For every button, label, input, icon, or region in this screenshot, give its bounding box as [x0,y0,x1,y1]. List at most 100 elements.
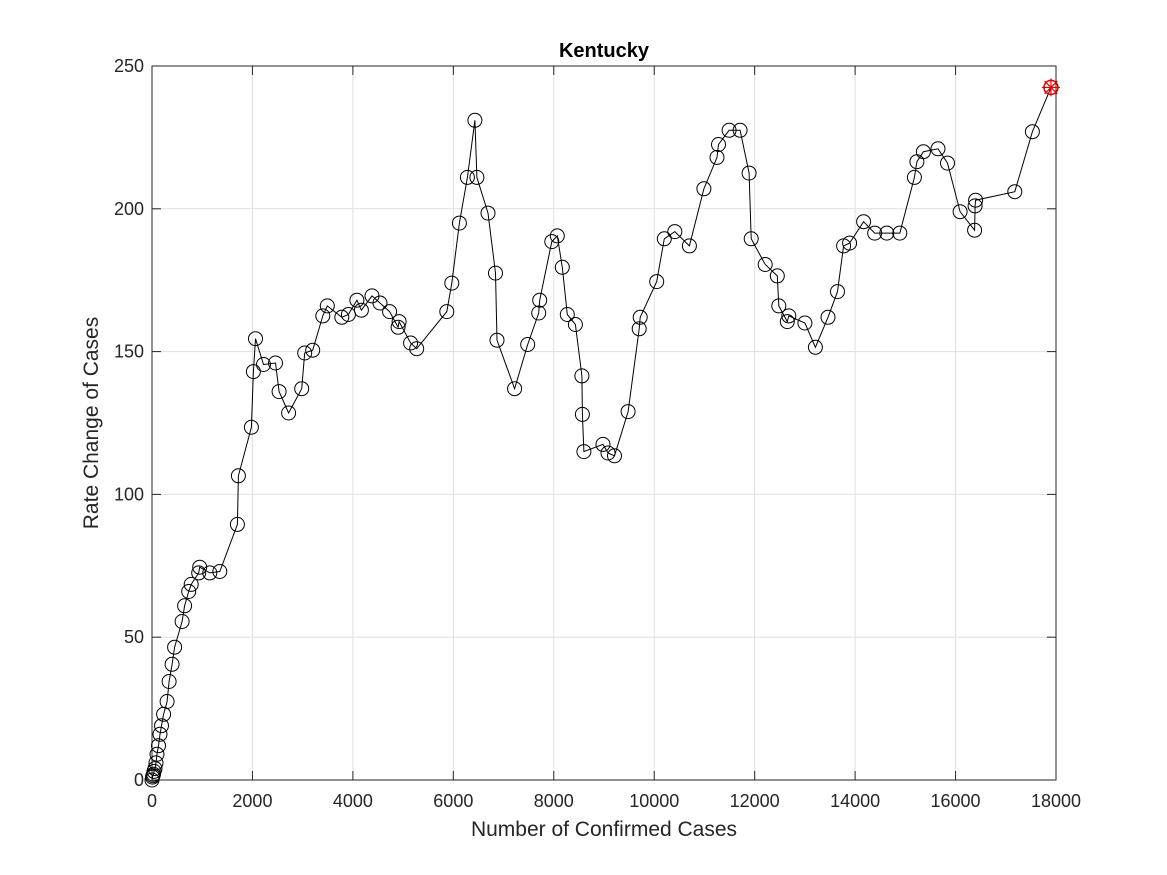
data-point [149,746,165,762]
data-point [183,576,199,592]
data-point [915,144,931,160]
data-point [741,165,757,181]
data-point [212,564,228,579]
data-point [256,357,271,372]
latest-point-star-ray [1044,80,1058,95]
data-point [281,405,297,421]
data-point [403,335,419,351]
x-tick-label: 10000 [629,791,679,811]
series-line [151,87,1052,781]
y-tick-label: 150 [114,342,144,362]
data-point [439,304,455,320]
data-point [867,225,883,241]
data-point [856,214,872,230]
x-tick-label: 14000 [830,791,880,811]
data-point [906,169,922,185]
latest-point-marker [1041,78,1060,97]
data-point [305,342,321,358]
data-point [148,755,164,771]
data-point [297,345,313,361]
data-point [656,231,672,247]
y-tick-label: 50 [124,627,144,647]
series [144,78,1060,788]
data-point [595,436,611,452]
data-point [967,198,983,214]
data-point [940,155,955,171]
data-point [532,292,548,308]
data-point [520,337,536,352]
data-point [842,235,858,251]
data-point [488,265,503,281]
data-point [334,309,350,325]
x-tick-label: 8000 [534,791,574,811]
data-point [830,284,845,300]
data-point [349,292,365,308]
data-point [559,307,575,322]
data-point [968,192,984,208]
data-point [167,639,183,655]
x-tick-label: 0 [147,791,157,811]
data-point [743,231,759,247]
data-point [444,275,460,291]
x-tick-label: 18000 [1031,791,1081,811]
data-point [202,565,218,581]
x-tick-label: 4000 [333,791,373,811]
data-point [732,122,748,138]
data-point [243,419,259,435]
data-point [930,141,946,157]
data-point [567,317,583,332]
data-point [1024,124,1040,140]
data-point [230,468,246,484]
data-point [709,149,725,165]
data-point [711,137,726,152]
data-point [967,222,983,238]
data-point [631,321,647,337]
data-point [721,122,737,138]
chart-title: Kentucky [559,40,650,62]
x-tick-label: 16000 [931,791,981,811]
data-point [620,404,636,420]
y-tick-label: 100 [114,484,144,504]
data-point [229,516,245,532]
data-point [315,308,331,324]
data-point [271,384,287,400]
data-point [161,674,177,689]
data-point [600,445,616,461]
x-tick-label: 12000 [730,791,780,811]
data-point [531,305,547,321]
data-point [554,259,570,275]
data-point [696,181,712,197]
y-axis-label: Rate Change of Cases [80,317,103,529]
data-point [632,309,648,325]
data-point [469,169,485,185]
data-point [820,309,836,325]
data-point [489,332,505,348]
data-point [191,565,207,581]
x-tick-label: 2000 [232,791,272,811]
data-point [781,308,797,324]
data-point [480,205,496,221]
data-point [294,381,310,397]
data-point [154,718,169,734]
data-point [159,694,175,709]
data-point [151,738,166,754]
data-point [268,355,283,371]
data-point [757,257,773,272]
data-point [147,761,163,777]
data-point [372,295,388,311]
data-point [807,339,823,355]
data-point [319,298,335,314]
data-point [1007,184,1023,200]
data-point [382,304,398,320]
data-point [576,444,592,460]
data-point [245,364,261,380]
axes-background [152,66,1056,780]
y-tick-label: 0 [134,770,144,790]
data-point [544,234,560,250]
data-point [681,238,697,254]
data-point [181,584,197,599]
data-point [507,381,523,397]
y-tick-label: 200 [114,199,144,219]
